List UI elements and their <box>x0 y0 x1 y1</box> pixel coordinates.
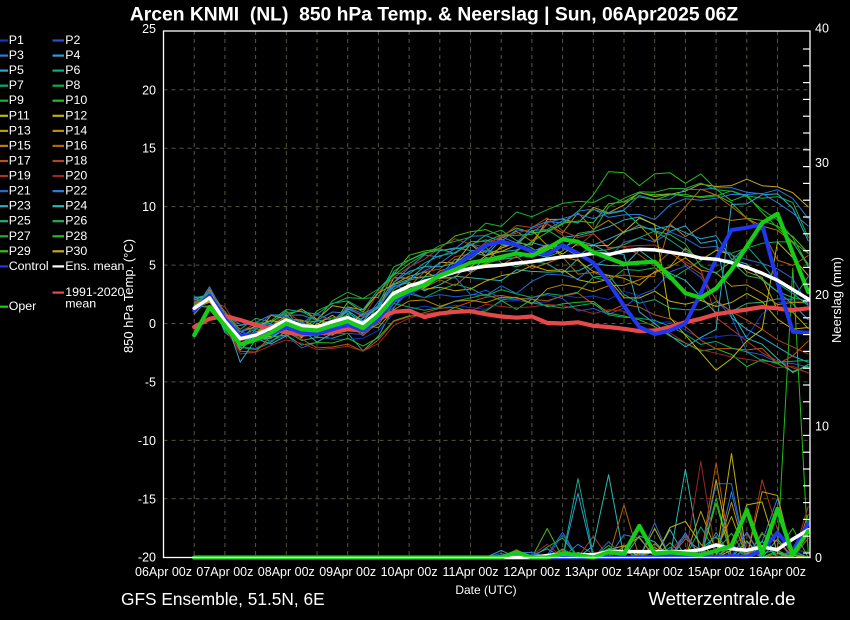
svg-text:P12: P12 <box>65 108 87 122</box>
svg-text:-5: -5 <box>145 375 156 389</box>
svg-text:Date (UTC): Date (UTC) <box>455 583 516 597</box>
svg-text:P20: P20 <box>65 169 87 183</box>
svg-text:P7: P7 <box>9 78 24 92</box>
svg-text:P6: P6 <box>65 63 80 77</box>
svg-text:Arcen KNMI (NL) 850 hPa Temp: Arcen KNMI (NL) 850 hPa Temp. & Neerslag… <box>130 5 739 26</box>
svg-text:08Apr 00z: 08Apr 00z <box>258 565 315 579</box>
svg-text:P3: P3 <box>9 48 24 62</box>
svg-text:P13: P13 <box>9 123 31 137</box>
svg-text:12Apr 00z: 12Apr 00z <box>503 565 560 579</box>
svg-text:5: 5 <box>149 259 156 273</box>
svg-text:P17: P17 <box>9 154 31 168</box>
svg-text:P25: P25 <box>9 214 31 228</box>
svg-text:P14: P14 <box>65 123 87 137</box>
svg-text:850 hPa Temp. (°C): 850 hPa Temp. (°C) <box>121 239 136 353</box>
svg-text:-20: -20 <box>138 551 156 565</box>
svg-text:15Apr 00z: 15Apr 00z <box>688 565 745 579</box>
svg-text:-15: -15 <box>138 492 156 506</box>
svg-text:P2: P2 <box>65 33 80 47</box>
svg-text:GFS Ensemble, 51.5N, 6E: GFS Ensemble, 51.5N, 6E <box>121 589 325 609</box>
svg-text:P9: P9 <box>9 93 24 107</box>
svg-text:0: 0 <box>815 551 822 565</box>
svg-text:Neerslag (mm): Neerslag (mm) <box>829 257 844 343</box>
svg-text:1991-2020: 1991-2020 <box>65 285 124 299</box>
svg-text:-10: -10 <box>138 434 156 448</box>
svg-text:P4: P4 <box>65 48 80 62</box>
svg-text:P27: P27 <box>9 229 31 243</box>
svg-text:P23: P23 <box>9 199 31 213</box>
svg-text:P5: P5 <box>9 63 24 77</box>
svg-text:20: 20 <box>815 288 829 302</box>
svg-text:09Apr 00z: 09Apr 00z <box>319 565 376 579</box>
svg-text:P29: P29 <box>9 244 31 258</box>
svg-text:P28: P28 <box>65 229 87 243</box>
svg-text:15: 15 <box>142 142 156 156</box>
svg-text:40: 40 <box>815 22 829 36</box>
svg-text:Control: Control <box>9 259 49 273</box>
svg-text:P11: P11 <box>9 108 30 122</box>
svg-text:P10: P10 <box>65 93 87 107</box>
svg-text:07Apr 00z: 07Apr 00z <box>196 565 253 579</box>
svg-text:16Apr 00z: 16Apr 00z <box>749 565 806 579</box>
svg-text:P19: P19 <box>9 169 31 183</box>
svg-text:Oper: Oper <box>9 299 37 313</box>
svg-text:13Apr 00z: 13Apr 00z <box>565 565 622 579</box>
svg-text:P26: P26 <box>65 214 87 228</box>
svg-text:25: 25 <box>142 22 156 36</box>
svg-text:P22: P22 <box>65 184 87 198</box>
svg-text:P8: P8 <box>65 78 80 92</box>
svg-text:20: 20 <box>142 83 156 97</box>
svg-text:30: 30 <box>815 156 829 170</box>
svg-text:P21: P21 <box>9 184 31 198</box>
svg-text:P30: P30 <box>65 244 87 258</box>
svg-text:11Apr 00z: 11Apr 00z <box>442 565 498 579</box>
svg-text:Ens. mean: Ens. mean <box>65 259 124 273</box>
svg-text:10: 10 <box>142 200 156 214</box>
svg-text:P18: P18 <box>65 154 87 168</box>
svg-text:14Apr 00z: 14Apr 00z <box>626 565 683 579</box>
svg-text:P15: P15 <box>9 138 31 152</box>
svg-text:P16: P16 <box>65 138 87 152</box>
svg-text:10Apr 00z: 10Apr 00z <box>381 565 438 579</box>
svg-text:P24: P24 <box>65 199 87 213</box>
svg-text:10: 10 <box>815 419 829 433</box>
svg-text:0: 0 <box>149 317 156 331</box>
svg-text:06Apr 00z: 06Apr 00z <box>135 565 192 579</box>
svg-text:mean: mean <box>65 297 96 311</box>
svg-text:Wetterzentrale.de: Wetterzentrale.de <box>648 588 795 609</box>
svg-text:P1: P1 <box>9 33 24 47</box>
